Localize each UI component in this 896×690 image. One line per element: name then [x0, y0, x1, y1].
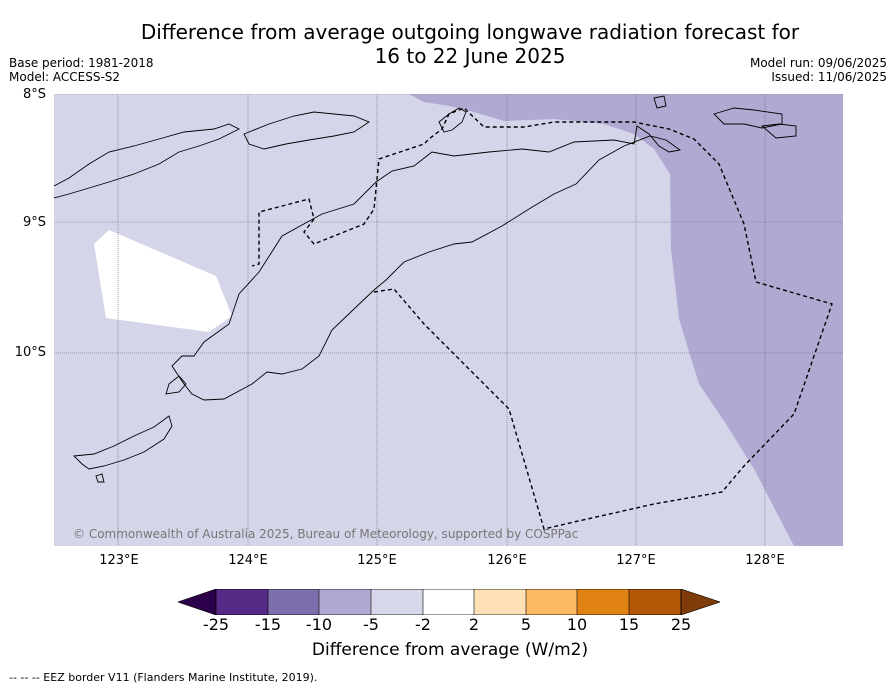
coastline-islet-4	[95, 473, 105, 483]
colorbar-tick-25: 25	[670, 615, 692, 634]
coastline-wetar	[438, 107, 467, 133]
colorbar-tick-10: 10	[566, 615, 588, 634]
colorbar-bin-5	[423, 589, 474, 615]
lat-label-9s: 9°S	[22, 215, 46, 230]
base-period-label: Base period: 1981-2018	[9, 56, 154, 70]
lon-label-123e: 123°E	[99, 553, 139, 568]
colorbar-tick-5: 5	[520, 615, 532, 634]
colorbar-tick-2: 2	[468, 615, 480, 634]
colorbar-tick-minus15: -15	[254, 615, 282, 634]
coastline-islet-3	[760, 123, 797, 139]
colorbar-tick-minus10: -10	[305, 615, 333, 634]
lon-label-125e: 125°E	[357, 553, 397, 568]
coastline-alor-pantar	[243, 111, 370, 150]
lat-label-8s: 8°S	[22, 87, 46, 102]
colorbar-bin-6	[474, 589, 526, 615]
coastline-islet-1	[653, 95, 667, 109]
coastline-sumba	[73, 415, 173, 470]
colorbar-bin-4	[371, 589, 423, 615]
colorbar	[178, 589, 720, 615]
colorbar-bin-9	[629, 589, 681, 615]
colorbar-under-arrow	[178, 589, 217, 615]
eez-legend-text: -- -- -- EEZ border V11 (Flanders Marine…	[9, 671, 318, 684]
colorbar-bin-2	[268, 589, 319, 615]
forecast-map: © Commonwealth of Australia 2025, Bureau…	[54, 94, 843, 546]
graticule	[54, 94, 843, 546]
colorbar-tick-minus5: -5	[363, 615, 379, 634]
colorbar-tick-minus25: -25	[202, 615, 230, 634]
colorbar-title: Difference from average (W/m2)	[311, 640, 589, 660]
colorbar-over-arrow	[680, 589, 720, 615]
colorbar-bin-8	[577, 589, 629, 615]
colorbar-tick-15: 15	[618, 615, 640, 634]
colorbar-bin-7	[526, 589, 577, 615]
model-label: Model: ACCESS-S2	[9, 70, 121, 84]
meta-left: Base period: 1981-2018 Model: ACCESS-S2	[9, 56, 154, 84]
colorbar-bin-1	[216, 589, 268, 615]
colorbar-bin-3	[319, 589, 371, 615]
lon-label-124e: 124°E	[228, 553, 268, 568]
coastlines	[54, 95, 797, 483]
coastline-flores-chain	[54, 123, 241, 199]
copyright-text: © Commonwealth of Australia 2025, Bureau…	[73, 527, 578, 541]
anomaly-region-east	[409, 94, 843, 546]
lon-label-126e: 126°E	[487, 553, 527, 568]
lat-label-10s: 10°S	[14, 345, 46, 360]
title-line-1: Difference from average outgoing longwav…	[140, 20, 800, 44]
map-title: Difference from average outgoing longwav…	[110, 20, 830, 68]
coastline-rote-savu	[165, 375, 187, 395]
neutral-region-west	[94, 230, 232, 332]
colorbar-tick-minus2: -2	[415, 615, 431, 634]
model-run-label: Model run: 09/06/2025	[749, 56, 887, 70]
lon-label-128e: 128°E	[745, 553, 785, 568]
coastline-timor	[171, 125, 682, 401]
lon-label-127e: 127°E	[616, 553, 656, 568]
issued-label: Issued: 11/06/2025	[771, 70, 887, 84]
meta-right: Model run: 09/06/2025 Issued: 11/06/2025	[750, 56, 887, 84]
title-line-2: 16 to 22 June 2025	[374, 44, 566, 68]
